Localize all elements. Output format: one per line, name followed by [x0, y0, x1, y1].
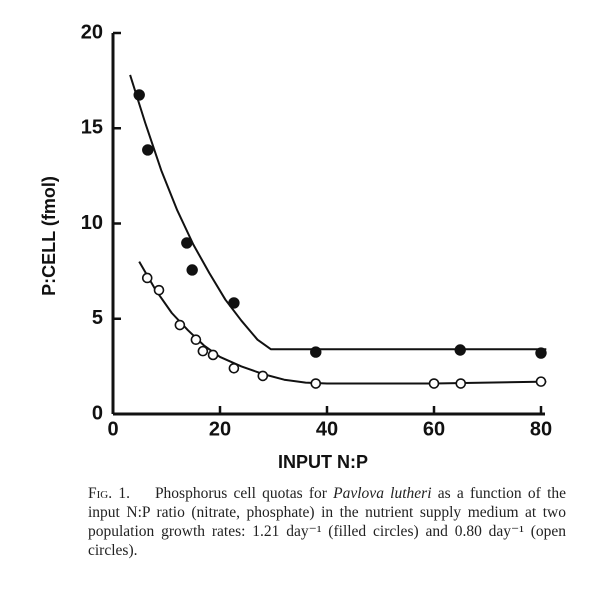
y-tick-label: 15	[81, 117, 103, 139]
x-tick-label: 0	[107, 418, 118, 440]
y-tick-label: 10	[81, 212, 103, 234]
data-point	[228, 362, 240, 374]
fit-curve	[129, 74, 547, 351]
data-point	[190, 334, 202, 346]
x-tick-label: 40	[316, 418, 338, 440]
data-point	[535, 376, 547, 387]
x-axis-title: INPUT N:P	[278, 452, 368, 472]
data-point	[207, 349, 219, 361]
y-axis-title: P:CELL (fmol)	[39, 176, 59, 296]
data-point	[141, 272, 153, 284]
fit-curve	[138, 261, 547, 385]
caption-text: as a function of the input N:P ratio (ni…	[88, 485, 567, 559]
caption: Fig. 1. Phosphorus cell quotas for Pavlo…	[88, 484, 566, 560]
x-tick-label: 60	[423, 418, 445, 440]
data-point	[257, 370, 269, 382]
caption-label: Fig. 1.	[88, 485, 130, 502]
y-tick-label: 20	[81, 21, 103, 43]
x-tick-label: 20	[209, 418, 231, 440]
chart: INPUT N:P P:CELL (fmol) 0 5 10 15 20 0 20 40 60 8…	[39, 21, 552, 472]
y-tick-label: 0	[92, 402, 103, 424]
data-point	[174, 319, 186, 331]
caption-species: Pavlova lutheri	[333, 485, 432, 502]
x-tick-label: 80	[530, 418, 552, 440]
data-point	[142, 144, 154, 156]
data-point	[428, 378, 440, 389]
data-point	[181, 237, 193, 249]
data-point	[133, 89, 145, 101]
data-point	[310, 378, 322, 389]
data-point	[153, 284, 165, 296]
data-point	[310, 346, 322, 358]
data-point	[197, 345, 209, 357]
data-point	[455, 378, 467, 389]
data-point	[186, 264, 198, 276]
data-point	[454, 344, 466, 356]
data-point	[535, 347, 547, 359]
data-point	[228, 297, 240, 309]
y-tick-label: 5	[92, 307, 103, 329]
caption-text: Phosphorus cell quotas for	[154, 485, 334, 502]
